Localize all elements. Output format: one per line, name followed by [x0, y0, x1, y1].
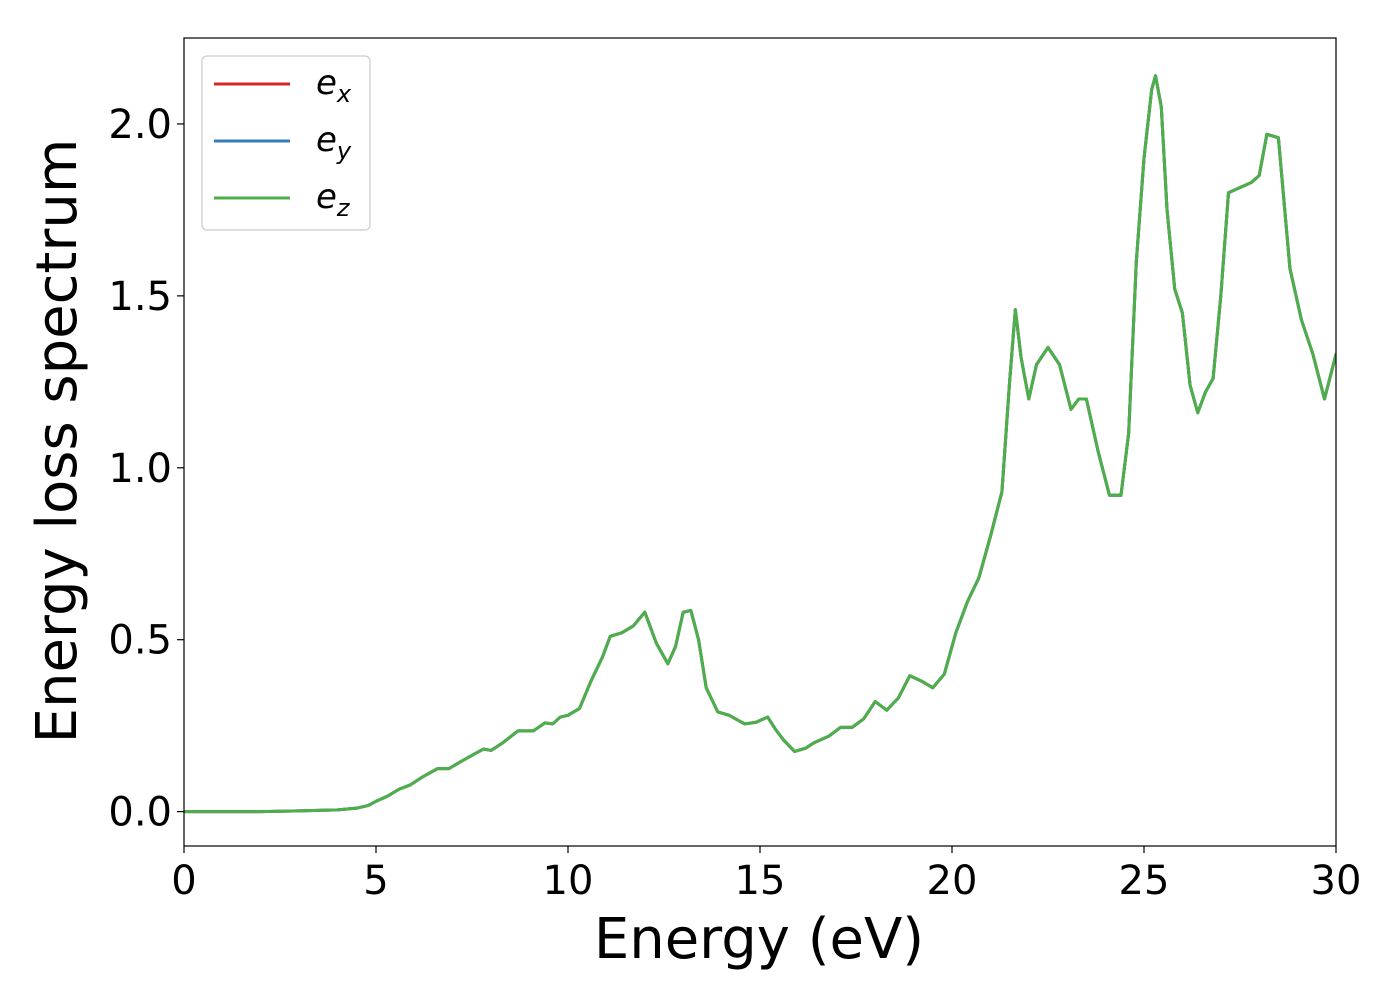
y-axis-title: Energy loss spectrum [25, 139, 90, 744]
x-axis: 0 5 10 15 20 25 30 [171, 846, 1361, 904]
x-tick-label: 20 [927, 858, 978, 904]
y-axis: 0.0 0.5 1.0 1.5 2.0 [108, 102, 184, 836]
y-tick-label: 1.0 [108, 446, 172, 492]
x-tick-label: 5 [363, 858, 388, 904]
y-tick-label: 0.0 [108, 790, 172, 836]
legend-label-y: ey [316, 120, 352, 165]
x-tick-label: 30 [1311, 858, 1362, 904]
legend: ex ey ez [201, 55, 371, 231]
y-tick-label: 2.0 [108, 102, 172, 148]
legend-box [201, 55, 371, 231]
x-tick-label: 15 [735, 858, 786, 904]
x-axis-title: Energy (eV) [594, 907, 924, 972]
x-tick-label: 25 [1119, 858, 1170, 904]
x-tick-label: 10 [543, 858, 594, 904]
y-tick-label: 0.5 [108, 618, 172, 664]
series-layer [184, 74, 1336, 814]
y-tick-label: 1.5 [108, 274, 172, 320]
legend-label-z: ez [316, 177, 351, 222]
x-tick-label: 0 [171, 858, 196, 904]
legend-label-x: ex [316, 63, 352, 108]
series-line-z [184, 74, 1336, 814]
